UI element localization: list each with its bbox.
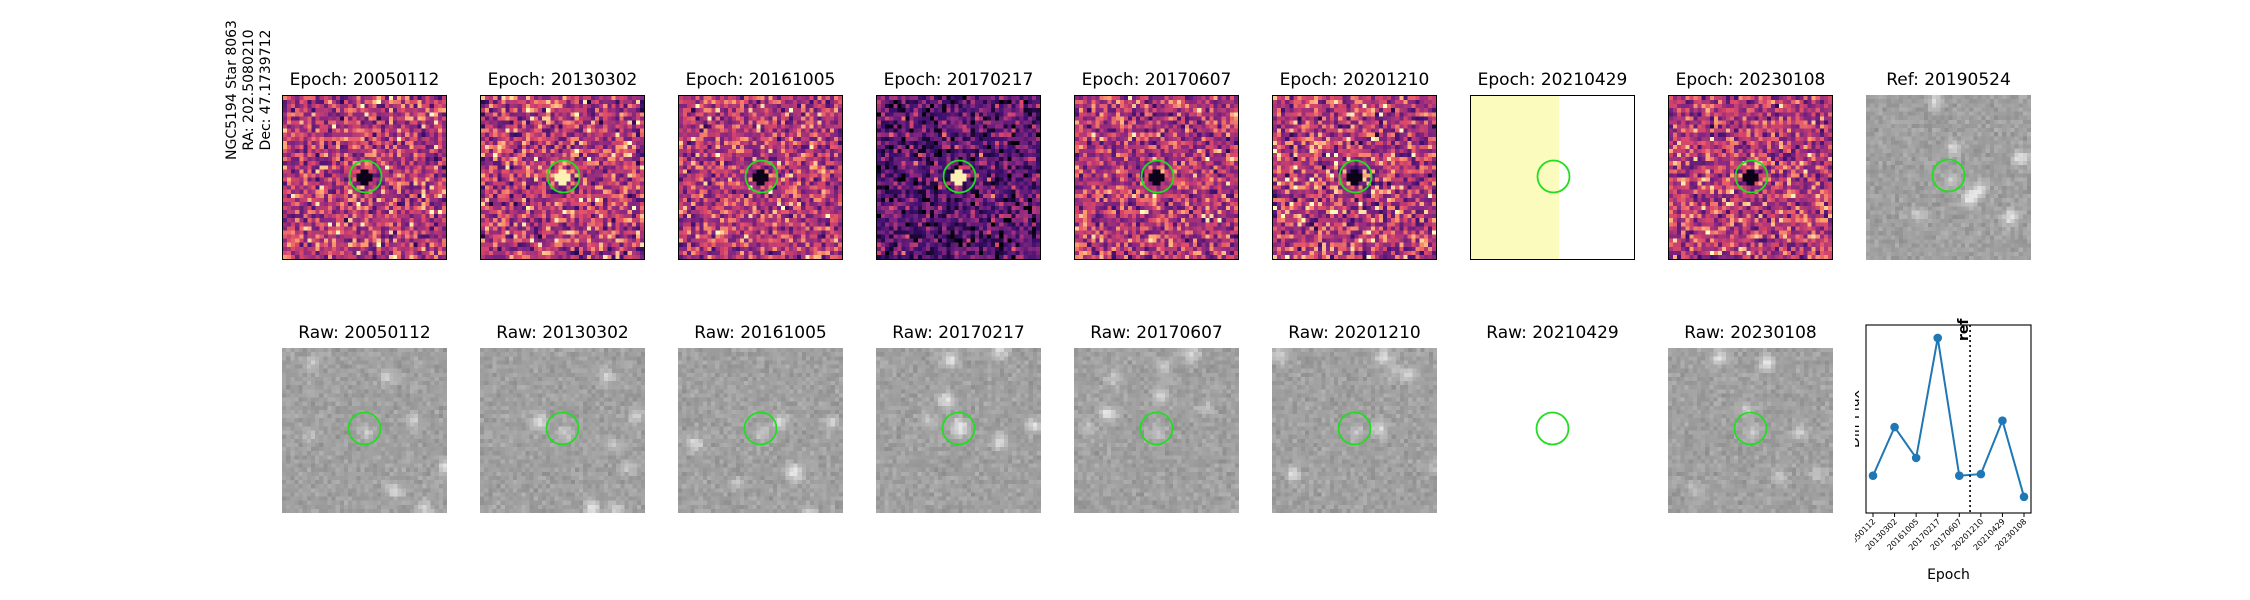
raw-image bbox=[876, 348, 1041, 513]
aperture-circle bbox=[1931, 158, 1966, 193]
data-point bbox=[1933, 333, 1943, 343]
panel-title: Raw: 20130302 bbox=[496, 323, 629, 343]
panel-title: Epoch: 20050112 bbox=[290, 70, 440, 90]
panel-title: Raw: 20201210 bbox=[1288, 323, 1421, 343]
target-ra: RA: 202.5080210 bbox=[241, 20, 258, 160]
series-line bbox=[1872, 337, 2025, 498]
target-label: NGC5194 Star 8063 RA: 202.5080210 Dec: 4… bbox=[224, 20, 275, 160]
y-axis-label: Diff Flux bbox=[1855, 390, 1863, 448]
aperture-circle bbox=[1338, 159, 1373, 194]
data-point bbox=[1954, 471, 1964, 481]
data-point bbox=[2019, 492, 2029, 502]
panel-title: Ref: 20190524 bbox=[1886, 70, 2011, 90]
data-point bbox=[1998, 416, 2007, 425]
panel-title: Epoch: 20130302 bbox=[488, 70, 638, 90]
raw-image bbox=[1272, 348, 1437, 513]
difference-image bbox=[1470, 95, 1635, 260]
difference-image bbox=[282, 95, 447, 260]
aperture-circle bbox=[1140, 159, 1175, 194]
aperture-circle bbox=[348, 159, 383, 194]
aperture-circle bbox=[941, 411, 976, 446]
panel-title: Epoch: 20201210 bbox=[1280, 70, 1430, 90]
aperture-circle bbox=[1733, 411, 1768, 446]
raw-image bbox=[1866, 95, 2031, 260]
difference-image bbox=[876, 95, 1041, 260]
difference-image bbox=[1668, 95, 1833, 260]
panel-title: Epoch: 20161005 bbox=[686, 70, 836, 90]
raw-image bbox=[678, 348, 843, 513]
panel-title: Raw: 20050112 bbox=[298, 323, 431, 343]
aperture-circle bbox=[1535, 411, 1570, 446]
panel-title: Raw: 20170217 bbox=[892, 323, 1025, 343]
aperture-circle bbox=[942, 159, 977, 194]
difference-image bbox=[1074, 95, 1239, 260]
aperture-circle bbox=[546, 159, 581, 194]
raw-image bbox=[480, 348, 645, 513]
plot-frame bbox=[1865, 324, 2032, 514]
raw-image bbox=[1668, 348, 1833, 513]
panel-title: Epoch: 20230108 bbox=[1676, 70, 1826, 90]
data-point bbox=[1911, 453, 1921, 463]
aperture-circle bbox=[744, 159, 779, 194]
difference-image bbox=[678, 95, 843, 260]
difference-image bbox=[1272, 95, 1437, 260]
light-curve-chart: ref2005011220130302201610052017021720170… bbox=[1855, 318, 2032, 583]
aperture-circle bbox=[1139, 411, 1174, 446]
panel-title: Epoch: 20170607 bbox=[1082, 70, 1232, 90]
aperture-circle bbox=[545, 411, 580, 446]
x-axis-label: Epoch bbox=[1927, 567, 1970, 583]
raw-image bbox=[1074, 348, 1239, 513]
raw-image bbox=[282, 348, 447, 513]
aperture-circle bbox=[347, 411, 382, 446]
panel-title: Epoch: 20170217 bbox=[884, 70, 1034, 90]
data-point bbox=[1868, 471, 1878, 481]
target-name: NGC5194 Star 8063 bbox=[224, 20, 241, 160]
panel-title: Raw: 20161005 bbox=[694, 323, 827, 343]
target-dec: Dec: 47.1739712 bbox=[258, 20, 275, 160]
aperture-circle bbox=[743, 411, 778, 446]
panel-title: Raw: 20210429 bbox=[1486, 323, 1619, 343]
aperture-circle bbox=[1734, 159, 1769, 194]
panel-title: Epoch: 20210429 bbox=[1478, 70, 1628, 90]
difference-image bbox=[480, 95, 645, 260]
empty-image bbox=[1470, 348, 1635, 513]
data-point bbox=[1976, 469, 1986, 479]
panel-title: Raw: 20170607 bbox=[1090, 323, 1223, 343]
ref-marker-label: ref bbox=[1956, 318, 1972, 341]
aperture-circle bbox=[1536, 159, 1571, 194]
aperture-circle bbox=[1337, 411, 1372, 446]
panel-title: Raw: 20230108 bbox=[1684, 323, 1817, 343]
data-point bbox=[1890, 422, 1899, 432]
